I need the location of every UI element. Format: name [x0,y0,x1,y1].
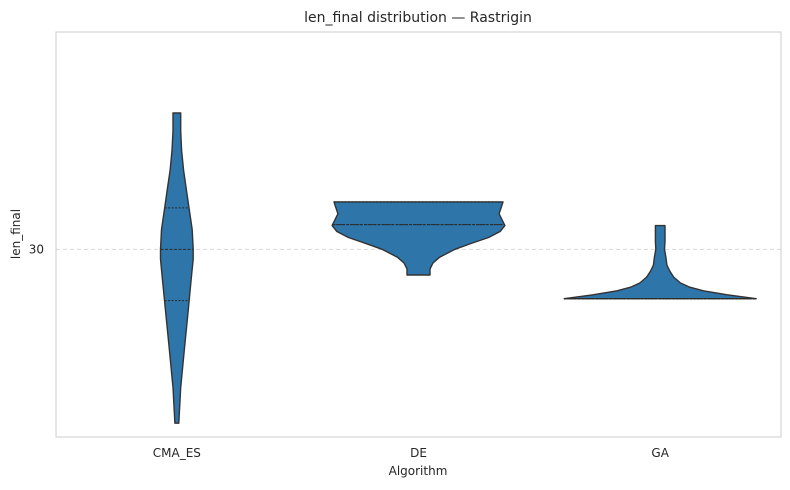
x-tick-label-ga: GA [651,446,669,460]
y-axis-label: len_final [9,209,23,259]
x-tick-label-cma-es: CMA_ES [153,446,201,460]
y-tick-label: 30 [29,242,44,256]
plot-frame [55,31,782,438]
x-tick-layer: CMA_ES DE GA [153,446,670,460]
violin-de [331,201,506,276]
violin-ga [563,224,757,300]
x-axis-label: Algorithm [389,464,448,478]
y-tick-layer: 30 [29,242,44,256]
violin-layer [159,112,757,424]
violin-cma-es [159,112,194,424]
x-tick-label-de: DE [410,446,427,460]
chart-title: len_final distribution — Rastrigin [304,10,532,26]
